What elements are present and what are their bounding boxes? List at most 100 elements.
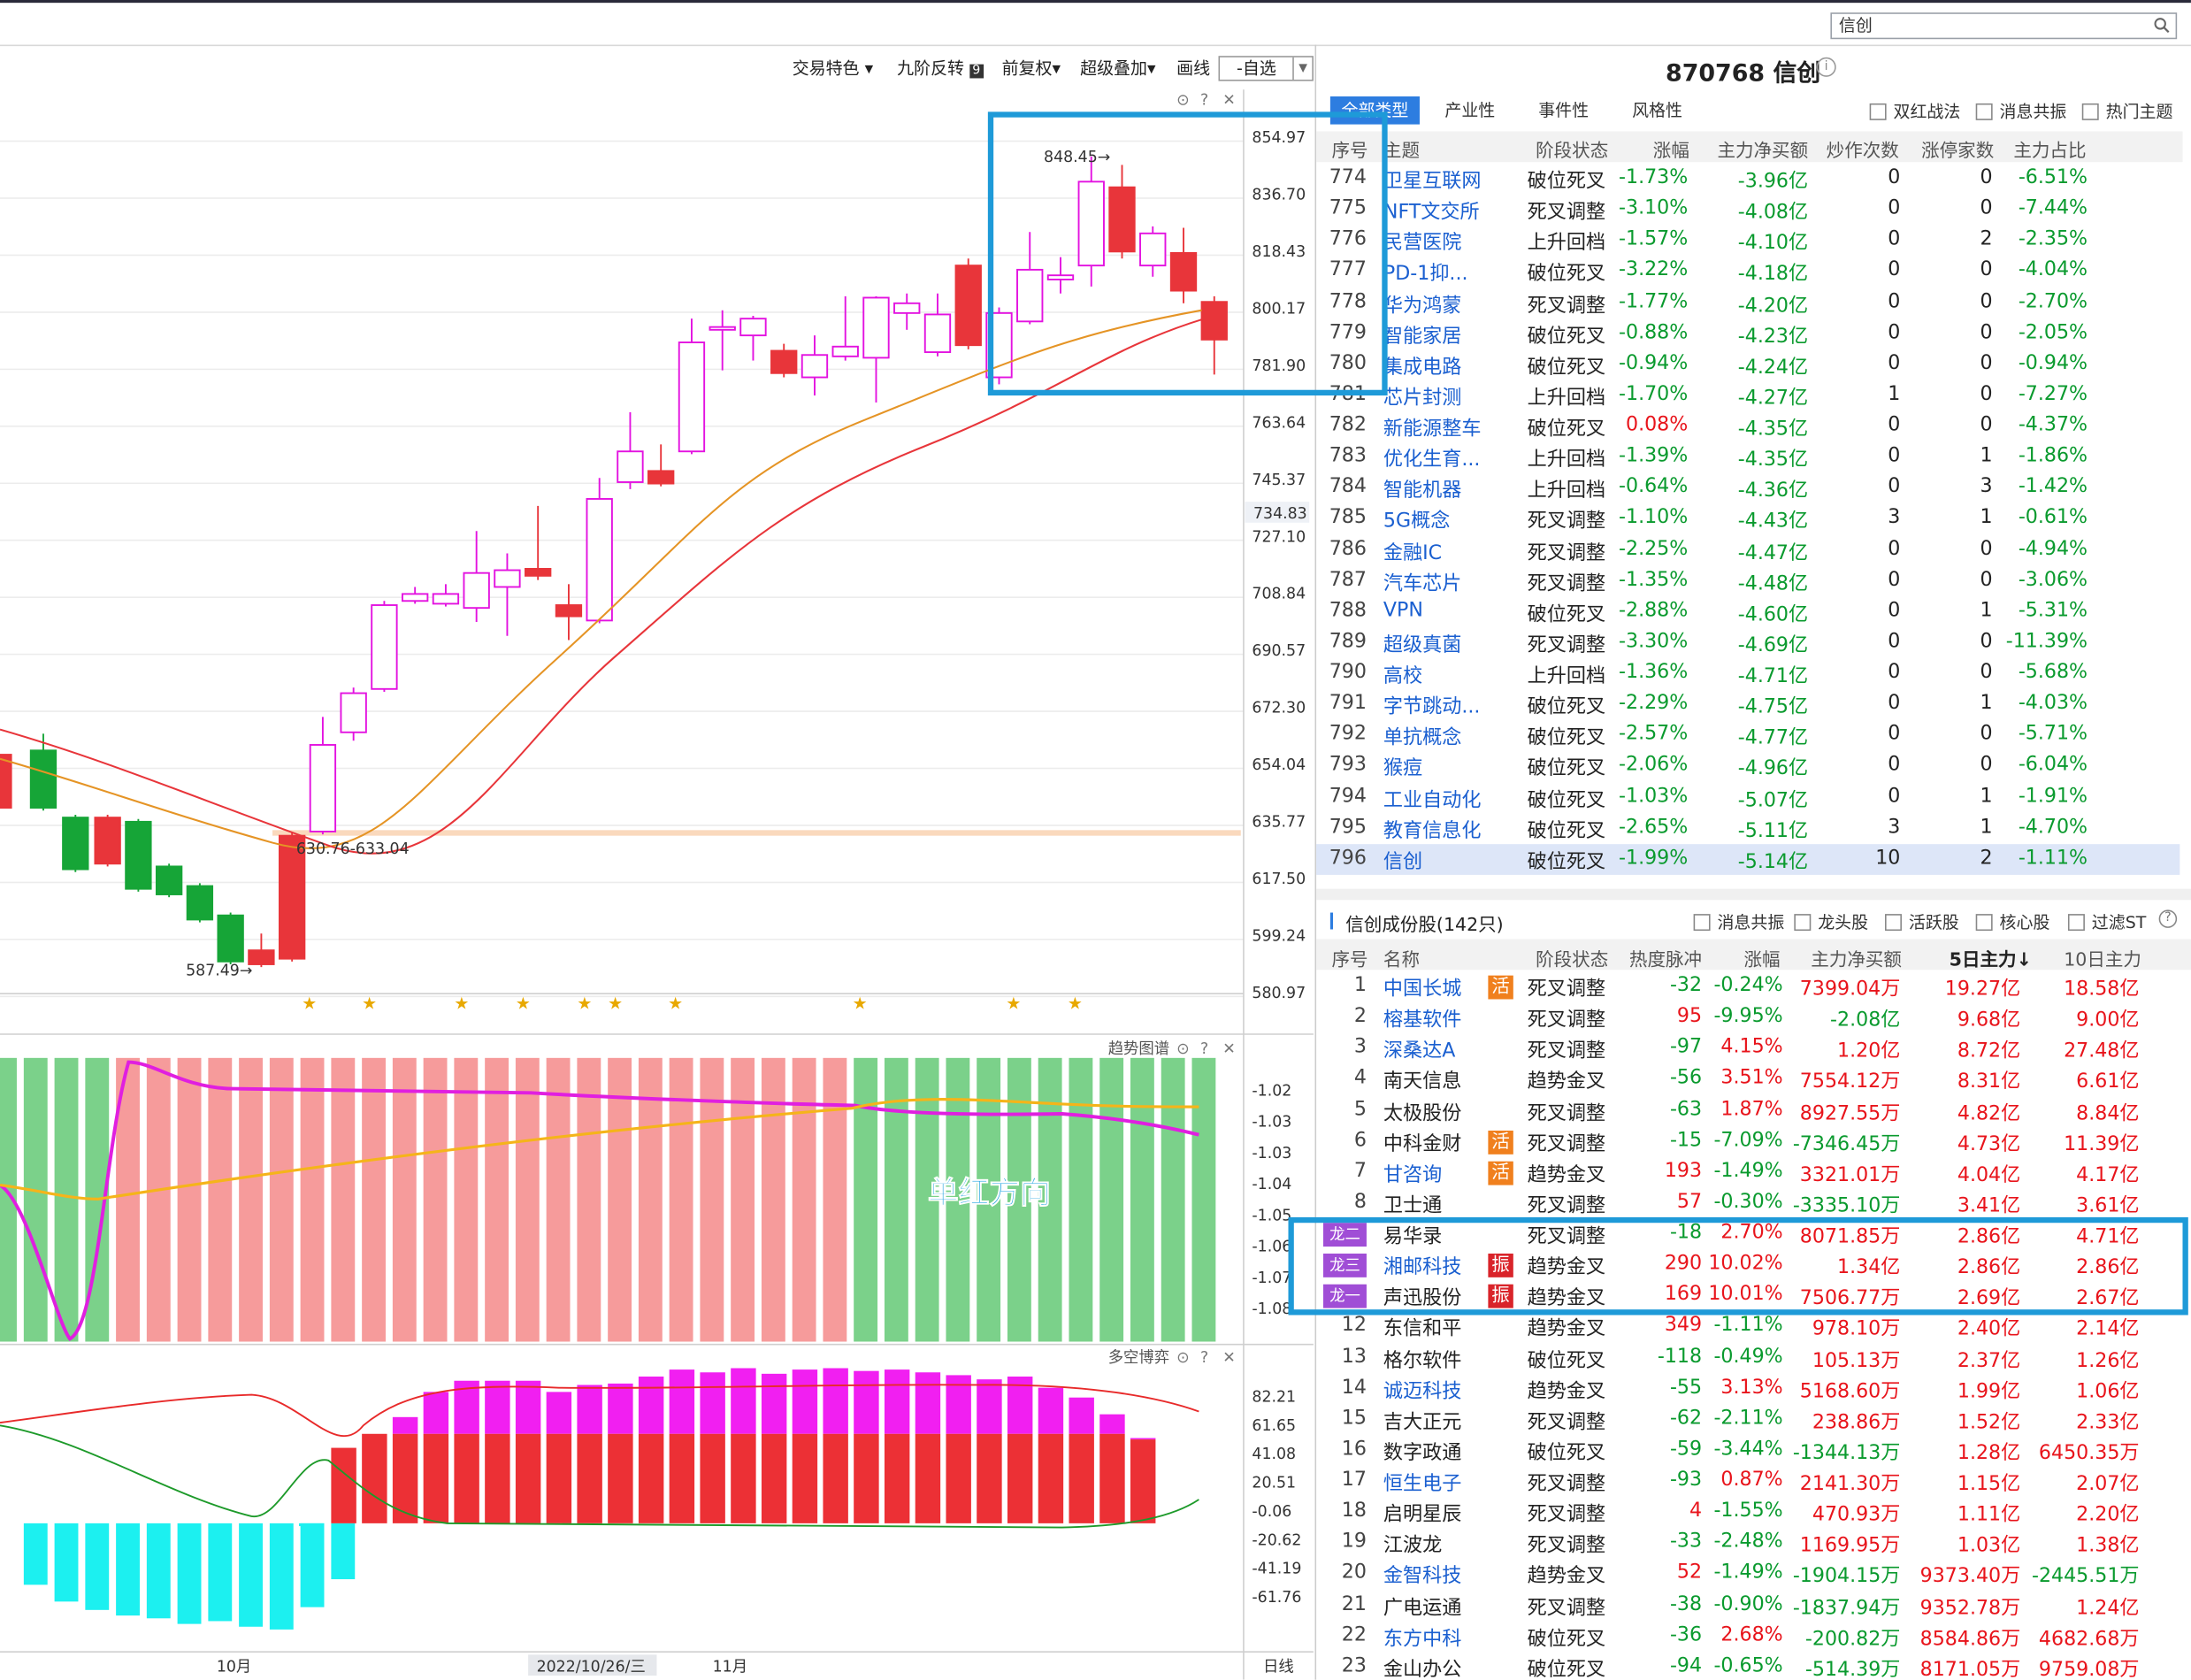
theme-cell[interactable]: 集成电路 bbox=[1383, 356, 1462, 379]
info-icon[interactable]: i bbox=[1816, 57, 1836, 77]
stock-cell[interactable]: 中科金财 bbox=[1383, 1132, 1462, 1155]
stock-cell[interactable]: 东信和平 bbox=[1383, 1318, 1462, 1341]
theme-cell[interactable]: 信创 bbox=[1383, 850, 1423, 874]
theme-col-header-1[interactable]: 主题 bbox=[1383, 141, 1420, 163]
stock-col-header-5[interactable]: 主力净买额 bbox=[1811, 950, 1902, 971]
battle-bar-red bbox=[823, 1433, 848, 1523]
help-icon[interactable]: ? bbox=[2158, 909, 2178, 928]
stock-cell[interactable]: 江波龙 bbox=[1383, 1535, 1443, 1558]
theme-cell[interactable]: 教育信息化 bbox=[1383, 819, 1482, 843]
theme-cell[interactable]: 新能源整车 bbox=[1383, 418, 1482, 441]
constituent-option-checkbox-1[interactable]: 龙头股 bbox=[1794, 909, 1868, 933]
toolbar-overlay[interactable]: 超级叠加▾ bbox=[1080, 58, 1156, 79]
tab-1[interactable]: 产业性 bbox=[1444, 100, 1496, 120]
stock-cell[interactable]: 启明星辰 bbox=[1383, 1504, 1462, 1527]
theme-cell[interactable]: 华为鸿蒙 bbox=[1383, 294, 1462, 317]
theme-cell[interactable]: 汽车芯片 bbox=[1383, 572, 1462, 595]
theme-cell[interactable]: 优化生育... bbox=[1383, 449, 1481, 472]
stock-cell[interactable]: 广电运通 bbox=[1383, 1596, 1462, 1620]
search-icon[interactable] bbox=[2153, 17, 2170, 34]
tab-0[interactable]: 全部类型 bbox=[1329, 96, 1420, 125]
period-label[interactable]: 日线 bbox=[1263, 1658, 1294, 1676]
stock-cell[interactable]: 金山办公 bbox=[1383, 1658, 1462, 1680]
theme-cell[interactable]: 单抗概念 bbox=[1383, 726, 1462, 750]
stock-cell[interactable]: 声迅股份 bbox=[1383, 1287, 1462, 1310]
stock-cell: 2.37亿 bbox=[1957, 1349, 2021, 1372]
theme-cell[interactable]: 工业自动化 bbox=[1383, 788, 1482, 812]
close-icon[interactable]: ✕ bbox=[1222, 91, 1236, 109]
theme-cell[interactable]: 金融IC bbox=[1383, 541, 1443, 564]
stock-cell[interactable]: 数字政通 bbox=[1383, 1442, 1462, 1465]
theme-cell: 破位死叉 bbox=[1527, 850, 1606, 874]
constituent-option-checkbox-2[interactable]: 活跃股 bbox=[1885, 909, 1959, 933]
settings-icon[interactable]: ⊙ bbox=[1176, 1349, 1190, 1367]
theme-option-checkbox-0[interactable]: 双红战法 bbox=[1869, 99, 1960, 123]
stock-cell[interactable]: 南天信息 bbox=[1383, 1070, 1462, 1093]
theme-col-header-0[interactable]: 序号 bbox=[1331, 141, 1368, 163]
stock-cell[interactable]: 深桑达A bbox=[1383, 1039, 1456, 1062]
theme-cell[interactable]: 智能家居 bbox=[1383, 325, 1462, 348]
theme-cell[interactable]: 猴痘 bbox=[1383, 757, 1423, 781]
theme-cell[interactable]: 高校 bbox=[1383, 665, 1423, 688]
settings-icon[interactable]: ⊙ bbox=[1176, 1040, 1190, 1058]
toolbar-nine-reverse[interactable]: 九阶反转 9 bbox=[897, 56, 984, 80]
toolbar-adjust[interactable]: 前复权▾ bbox=[1001, 58, 1061, 79]
theme-cell[interactable]: VPN bbox=[1383, 599, 1423, 622]
theme-col-header-7[interactable]: 主力占比 bbox=[2013, 141, 2087, 163]
stock-cell[interactable]: 诚迈科技 bbox=[1383, 1380, 1462, 1403]
watchlist-dropdown[interactable]: -自选 ▼ bbox=[1218, 56, 1314, 81]
constituent-option-checkbox-4[interactable]: 过滤ST bbox=[2067, 909, 2146, 933]
chart-area[interactable]: 854.97 836.70 818.43 800.17 781.90 763.64 745.… bbox=[0, 89, 1314, 1680]
theme-col-header-5[interactable]: 炒作次数 bbox=[1826, 141, 1899, 163]
stock-cell[interactable]: 东方中科 bbox=[1383, 1627, 1462, 1651]
tab-2[interactable]: 事件性 bbox=[1538, 100, 1590, 120]
theme-cell[interactable]: NFT文交所 bbox=[1383, 201, 1480, 224]
theme-cell[interactable]: 芯片封测 bbox=[1383, 387, 1462, 410]
stock-cell[interactable]: 卫士通 bbox=[1383, 1194, 1443, 1217]
stock-col-header-1[interactable]: 名称 bbox=[1383, 950, 1420, 971]
stock-col-header-3[interactable]: 热度脉冲 bbox=[1628, 950, 1703, 971]
theme-col-header-3[interactable]: 涨幅 bbox=[1652, 141, 1689, 163]
stock-col-header-7[interactable]: 10日主力 bbox=[2064, 950, 2141, 971]
stock-cell[interactable]: 吉大正元 bbox=[1383, 1411, 1462, 1434]
theme-col-header-4[interactable]: 主力净买额 bbox=[1717, 141, 1809, 163]
theme-cell[interactable]: 超级真菌 bbox=[1383, 634, 1462, 657]
stock-cell[interactable]: 恒生电子 bbox=[1383, 1473, 1462, 1496]
theme-option-checkbox-2[interactable]: 热门主题 bbox=[2081, 99, 2172, 123]
toolbar-trade-feature[interactable]: 交易特色 ▾ bbox=[792, 58, 874, 79]
theme-col-header-6[interactable]: 涨停家数 bbox=[1921, 141, 1995, 163]
theme-cell[interactable]: 字节跳动... bbox=[1383, 696, 1481, 719]
stock-col-header-4[interactable]: 涨幅 bbox=[1743, 950, 1781, 971]
stock-cell[interactable]: 格尔软件 bbox=[1383, 1349, 1462, 1372]
theme-cell[interactable]: 卫星互联网 bbox=[1383, 170, 1482, 193]
help-icon[interactable]: ? bbox=[1200, 91, 1208, 109]
search-input[interactable]: 信创 bbox=[1830, 12, 2178, 40]
theme-col-header-2[interactable]: 阶段状态 bbox=[1536, 141, 1609, 163]
constituent-option-checkbox-0[interactable]: 消息共振 bbox=[1693, 909, 1784, 933]
chevron-down-icon[interactable]: ▼ bbox=[1292, 57, 1312, 81]
close-icon[interactable]: ✕ bbox=[1222, 1349, 1236, 1367]
stock-cell[interactable]: 湘邮科技 bbox=[1383, 1256, 1462, 1279]
stock-col-header-2[interactable]: 阶段状态 bbox=[1536, 950, 1609, 971]
settings-icon[interactable]: ⊙ bbox=[1176, 91, 1190, 109]
theme-cell[interactable]: PD-1抑... bbox=[1383, 263, 1468, 286]
stock-cell[interactable]: 中国长城 bbox=[1383, 978, 1462, 1001]
tab-3[interactable]: 风格性 bbox=[1632, 100, 1682, 120]
help-icon[interactable]: ? bbox=[1200, 1040, 1208, 1058]
stock-cell[interactable]: 易华录 bbox=[1383, 1225, 1443, 1248]
theme-cell[interactable]: 智能机器 bbox=[1383, 479, 1462, 502]
close-icon[interactable]: ✕ bbox=[1222, 1040, 1236, 1058]
theme-cell[interactable]: 民营医院 bbox=[1383, 232, 1462, 255]
toolbar-draw[interactable]: 画线 bbox=[1176, 58, 1211, 79]
theme-option-checkbox-1[interactable]: 消息共振 bbox=[1975, 99, 2066, 123]
stock-col-header-0[interactable]: 序号 bbox=[1331, 950, 1368, 971]
stock-col-header-6[interactable]: 5日主力↓ bbox=[1949, 950, 2032, 971]
stock-cell[interactable]: 太极股份 bbox=[1383, 1101, 1462, 1124]
stock-cell[interactable]: 金智科技 bbox=[1383, 1566, 1462, 1589]
constituent-option-checkbox-3[interactable]: 核心股 bbox=[1975, 909, 2049, 933]
theme-cell: 0 bbox=[1980, 258, 1993, 282]
help-icon[interactable]: ? bbox=[1200, 1349, 1208, 1367]
theme-cell[interactable]: 5G概念 bbox=[1383, 510, 1451, 533]
stock-cell[interactable]: 榕基软件 bbox=[1383, 1009, 1462, 1032]
stock-cell[interactable]: 甘咨询 bbox=[1383, 1163, 1443, 1186]
